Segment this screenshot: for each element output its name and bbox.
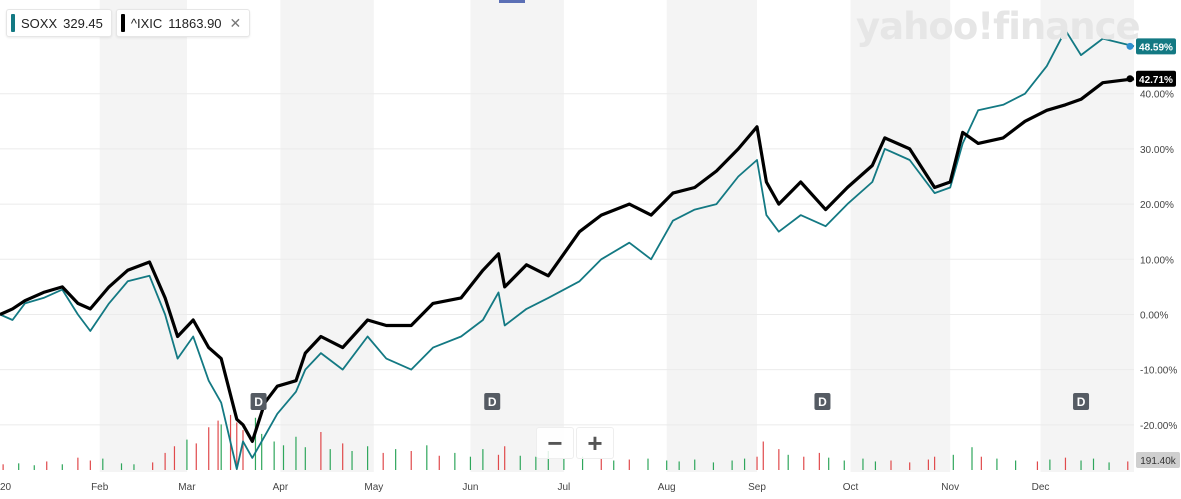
dividend-label: D [818,395,827,409]
top-tab-indicator [499,0,525,3]
dividend-marker: D [814,393,831,410]
volume-label-text: 191.40k [1140,456,1177,467]
legend-value: 11863.90 [168,15,222,31]
y-tick-label: 40.00% [1140,90,1174,101]
price-label-box [1136,70,1176,87]
last-value-dot [1126,75,1134,83]
legend-chip-soxx[interactable]: SOXX 329.45 [6,9,112,37]
dividend-label: D [254,395,263,409]
zoom-out-button[interactable]: − [536,427,574,459]
y-tick-label: -10.00% [1140,366,1177,377]
volume-label-box [1136,452,1180,468]
x-tick-label: Dec [1032,482,1050,493]
x-tick-label: 20 [0,482,12,493]
y-tick-label: 0.00% [1140,310,1168,321]
price-label-box [1136,38,1176,55]
dividend-label: D [1077,395,1086,409]
legend-chip-ixic[interactable]: ^IXIC 11863.90 ✕ [115,9,251,37]
x-tick-label: Feb [91,482,109,493]
x-tick-label: Sep [748,482,766,493]
x-tick-label: Jun [462,482,478,493]
y-tick-label: 30.00% [1140,145,1174,156]
legend-symbol: SOXX [21,15,58,31]
month-band [850,0,951,472]
x-tick-label: Nov [941,482,959,493]
zoom-controls: − + [536,427,614,459]
month-band [280,0,374,472]
ixic-color-swatch [120,14,125,32]
y-tick-label: 10.00% [1140,255,1174,266]
close-icon[interactable]: ✕ [229,14,242,31]
yahoo-finance-watermark: yahoo!finance [856,5,1141,48]
dividend-badge[interactable] [814,393,831,410]
legend-bar: SOXX 329.45 ^IXIC 11863.90 ✕ [6,9,251,37]
x-tick-label: Oct [843,482,859,493]
y-tick-label: 20.00% [1140,200,1174,211]
soxx-color-swatch [11,14,15,32]
month-band [99,0,187,472]
x-tick-label: Apr [273,482,289,493]
series-line-ixic [0,77,1135,443]
zoom-in-button[interactable]: + [576,427,614,459]
month-band [666,0,758,472]
x-tick-label: May [364,482,383,493]
dividend-badge[interactable] [1073,393,1090,410]
dividend-badge[interactable] [484,393,501,410]
y-tick-label: -20.00% [1140,421,1177,432]
dividend-badge[interactable] [250,393,267,410]
x-tick-label: Mar [178,482,196,493]
dividend-marker: D [1073,393,1090,410]
price-label-text: 42.71% [1139,75,1173,86]
series-line-soxx [0,29,1135,470]
dividend-marker: D [484,393,501,410]
dividend-label: D [488,395,497,409]
legend-value: 329.45 [63,15,103,31]
x-tick-label: Aug [658,482,676,493]
dividend-marker: D [250,393,267,410]
price-label-text: 48.59% [1139,42,1173,53]
x-tick-label: Jul [557,482,570,493]
last-value-dot [1126,42,1134,50]
legend-symbol: ^IXIC [130,15,163,31]
